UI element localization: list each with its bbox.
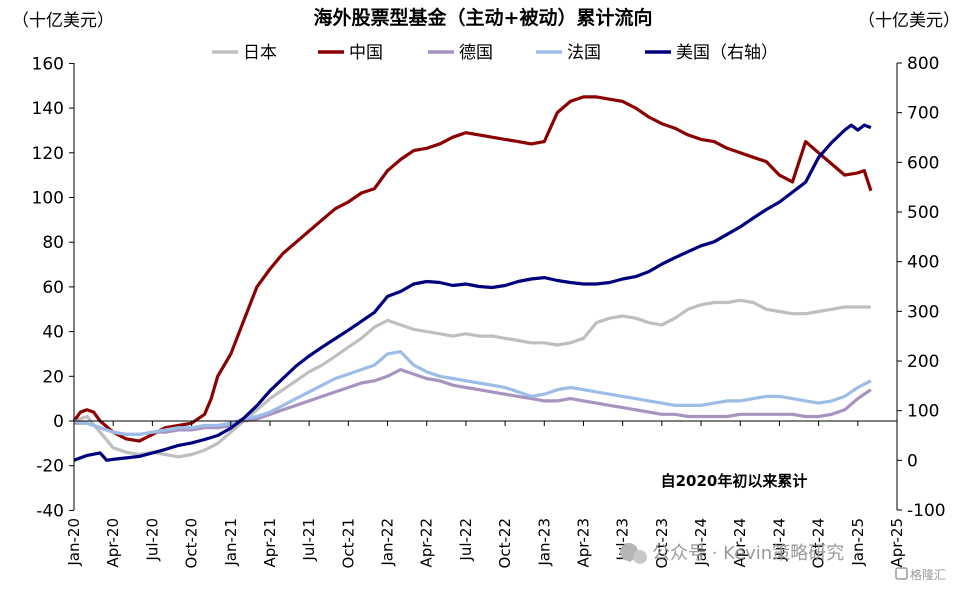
legend-label-2: 德国 (459, 43, 493, 63)
left-y-axis: 160 140 120 100 80 60 40 20 0 -20 -40 (32, 54, 75, 521)
watermark: 公众号 · Kevin策略研究 格隆汇 (620, 543, 946, 582)
x-tick-label: Jan-23 (535, 518, 553, 567)
left-tick-label: 160 (32, 54, 64, 74)
x-tick-label: Jan-25 (849, 518, 867, 567)
left-tick-label: -40 (36, 501, 64, 521)
left-tick-label: 60 (42, 278, 64, 298)
right-tick-label: 700 (907, 104, 939, 124)
x-axis: Jan-20 Apr-20 Jul-20 Oct-20 Jan-21 Apr-21 Jul-… (65, 420, 906, 568)
x-tick-label: Apr-22 (418, 518, 436, 568)
x-tick-label: Jul-21 (300, 518, 318, 562)
right-tick-label: 400 (907, 253, 939, 273)
right-axis-unit: （十亿美元） (858, 11, 960, 31)
x-tick-label: Apr-20 (104, 518, 122, 568)
series-line-4 (73, 123, 872, 462)
right-tick-label: 600 (907, 153, 939, 173)
x-tick-label: Jan-20 (65, 518, 83, 567)
x-tick-label: Apr-24 (731, 518, 749, 568)
x-tick-label: Jan-21 (222, 518, 240, 567)
x-tick-label: Oct-22 (496, 518, 514, 568)
legend-label-3: 法国 (567, 43, 601, 63)
left-axis-unit: （十亿美元） (12, 11, 114, 31)
x-tick-label: Oct-20 (183, 518, 201, 568)
right-tick-label: 100 (907, 402, 939, 422)
x-tick-label: Apr-21 (261, 518, 279, 568)
left-tick-label: 40 (42, 323, 64, 343)
left-tick-label: 80 (42, 233, 64, 253)
left-tick-label: -20 (36, 457, 64, 477)
left-tick-label: 100 (32, 189, 64, 209)
watermark-secondary: 格隆汇 (910, 567, 946, 582)
legend-label-0: 日本 (243, 43, 277, 63)
x-tick-label: Apr-23 (574, 518, 592, 568)
legend-label-4: 美国（右轴） (676, 43, 778, 63)
legend-label-1: 中国 (349, 43, 383, 63)
right-tick-label: 800 (907, 54, 939, 74)
left-tick-label: 0 (53, 412, 64, 432)
left-tick-label: 140 (32, 99, 64, 119)
right-tick-label: 200 (907, 352, 939, 372)
chart-title: 海外股票型基金（主动+被动）累计流向 (314, 6, 653, 29)
x-tick-label: Oct-24 (810, 518, 828, 568)
x-tick-label: Jan-24 (692, 518, 710, 567)
left-tick-label: 20 (42, 367, 64, 387)
watermark-logo-icon (895, 567, 908, 580)
series-line-1 (72, 95, 873, 443)
series-line-2 (74, 368, 872, 436)
right-tick-label: -100 (907, 501, 946, 521)
right-tick-label: 0 (907, 451, 918, 471)
right-tick-label: 300 (907, 302, 939, 322)
plot-area (72, 95, 873, 462)
series-line-3 (73, 350, 872, 436)
watermark-text: 公众号 · Kevin策略研究 (652, 543, 844, 564)
legend: 日本 中国 德国 法国 美国（右轴） (212, 43, 778, 63)
x-tick-label: Jul-20 (143, 518, 161, 562)
x-tick-label: Jan-22 (379, 518, 397, 567)
x-tick-label: Oct-23 (653, 518, 671, 568)
x-tick-label: Jul-24 (770, 518, 788, 562)
x-tick-label: Apr-25 (888, 518, 906, 568)
x-tick-label: Jul-22 (457, 518, 475, 562)
wechat-icon-bubble (633, 550, 647, 564)
annotation-label: 自2020年初以来累计 (661, 472, 808, 490)
series-line-0 (73, 298, 871, 459)
x-tick-label: Oct-21 (339, 518, 357, 568)
right-y-axis: 800 700 600 500 400 300 200 100 0 -100 (896, 54, 946, 521)
left-tick-label: 120 (32, 144, 64, 164)
right-tick-label: 500 (907, 203, 939, 223)
